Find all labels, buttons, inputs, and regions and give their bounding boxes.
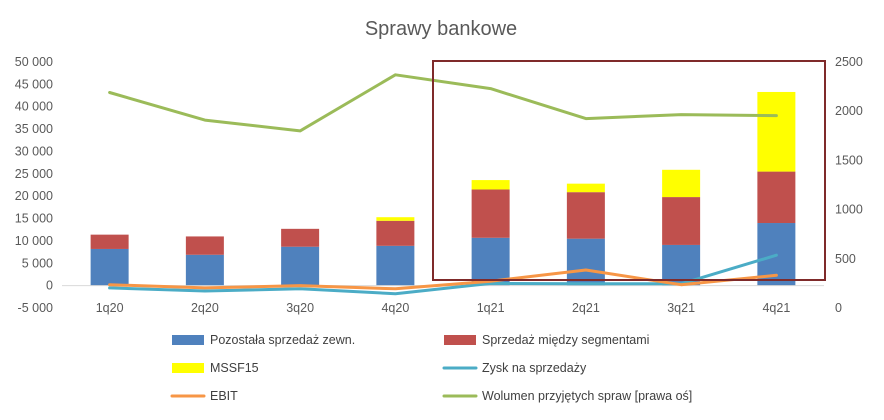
series-line: [108, 253, 778, 296]
bar-segment: [281, 228, 320, 247]
bar-segment: [185, 236, 224, 255]
bar-segment: [757, 171, 796, 224]
bar-segment: [90, 234, 129, 249]
y2-tick-label: 2000: [835, 104, 863, 118]
y-axis-right: 0 500 1000 1500 2000 2500: [835, 55, 863, 315]
y-tick-label: 40 000: [15, 100, 53, 114]
x-tick-label: 3q21: [667, 301, 695, 315]
legend-swatch: [172, 363, 204, 373]
bar-segment: [566, 238, 605, 286]
bar-segment: [471, 237, 510, 286]
bar-segment: [471, 189, 510, 238]
y-tick-label: 45 000: [15, 77, 53, 91]
x-tick-label: 3q20: [286, 301, 314, 315]
x-tick-label: 2q21: [572, 301, 600, 315]
legend-swatch: [444, 335, 476, 345]
legend-label: Zysk na sprzedaży: [482, 361, 587, 375]
bar-segment: [90, 248, 129, 286]
chart-title: Sprawy bankowe: [365, 18, 517, 40]
x-tick-label: 2q20: [191, 301, 219, 315]
y-tick-label: 5 000: [22, 256, 53, 270]
series-line: [108, 268, 778, 291]
legend-label: EBIT: [210, 389, 238, 403]
y-tick-label: 25 000: [15, 167, 53, 181]
y-tick-label: 50 000: [15, 55, 53, 69]
y-tick-label: 30 000: [15, 144, 53, 158]
line-series: [108, 73, 778, 296]
legend-label: Wolumen przyjętych spraw [prawa oś]: [482, 389, 692, 403]
y-tick-label: 0: [46, 279, 53, 293]
y2-tick-label: 1500: [835, 153, 863, 167]
bar-segment: [376, 245, 415, 286]
bar-segment: [566, 192, 605, 239]
legend: Pozostała sprzedaż zewn. Sprzedaż między …: [170, 333, 692, 403]
x-tick-label: 4q20: [381, 301, 409, 315]
bar-segment: [662, 169, 701, 198]
bar-segment: [281, 246, 320, 286]
x-tick-label: 4q21: [762, 301, 790, 315]
bar-segment: [376, 220, 415, 246]
y-tick-label: 20 000: [15, 189, 53, 203]
y-axis-left: -5 000 0 5 000 10 000 15 000 20 000 25 000 30 0…: [15, 55, 53, 315]
x-tick-label: 1q20: [96, 301, 124, 315]
legend-label: Pozostała sprzedaż zewn.: [210, 333, 355, 347]
x-axis: 1q20 2q20 3q20 4q20 1q21 2q21 3q21 4q21: [96, 301, 791, 315]
bar-segment: [757, 91, 796, 172]
x-tick-label: 1q21: [477, 301, 505, 315]
highlight-box: [432, 60, 826, 281]
y-tick-label: 35 000: [15, 122, 53, 136]
bar-segment: [376, 217, 415, 221]
legend-label: MSSF15: [210, 361, 259, 375]
legend-swatch: [172, 335, 204, 345]
y2-tick-label: 500: [835, 252, 856, 266]
bar-segment: [566, 183, 605, 193]
y-tick-label: 10 000: [15, 234, 53, 248]
y-tick-label: 15 000: [15, 212, 53, 226]
bar-segment: [471, 180, 510, 190]
y2-tick-label: 0: [835, 301, 842, 315]
y-tick-label: -5 000: [18, 301, 53, 315]
stacked-bars: [90, 91, 796, 286]
series-line: [108, 73, 778, 133]
bar-segment: [662, 197, 701, 245]
y2-tick-label: 1000: [835, 203, 863, 217]
bar-segment: [185, 254, 224, 286]
y2-tick-label: 2500: [835, 55, 863, 69]
legend-label: Sprzedaż między segmentami: [482, 333, 649, 347]
